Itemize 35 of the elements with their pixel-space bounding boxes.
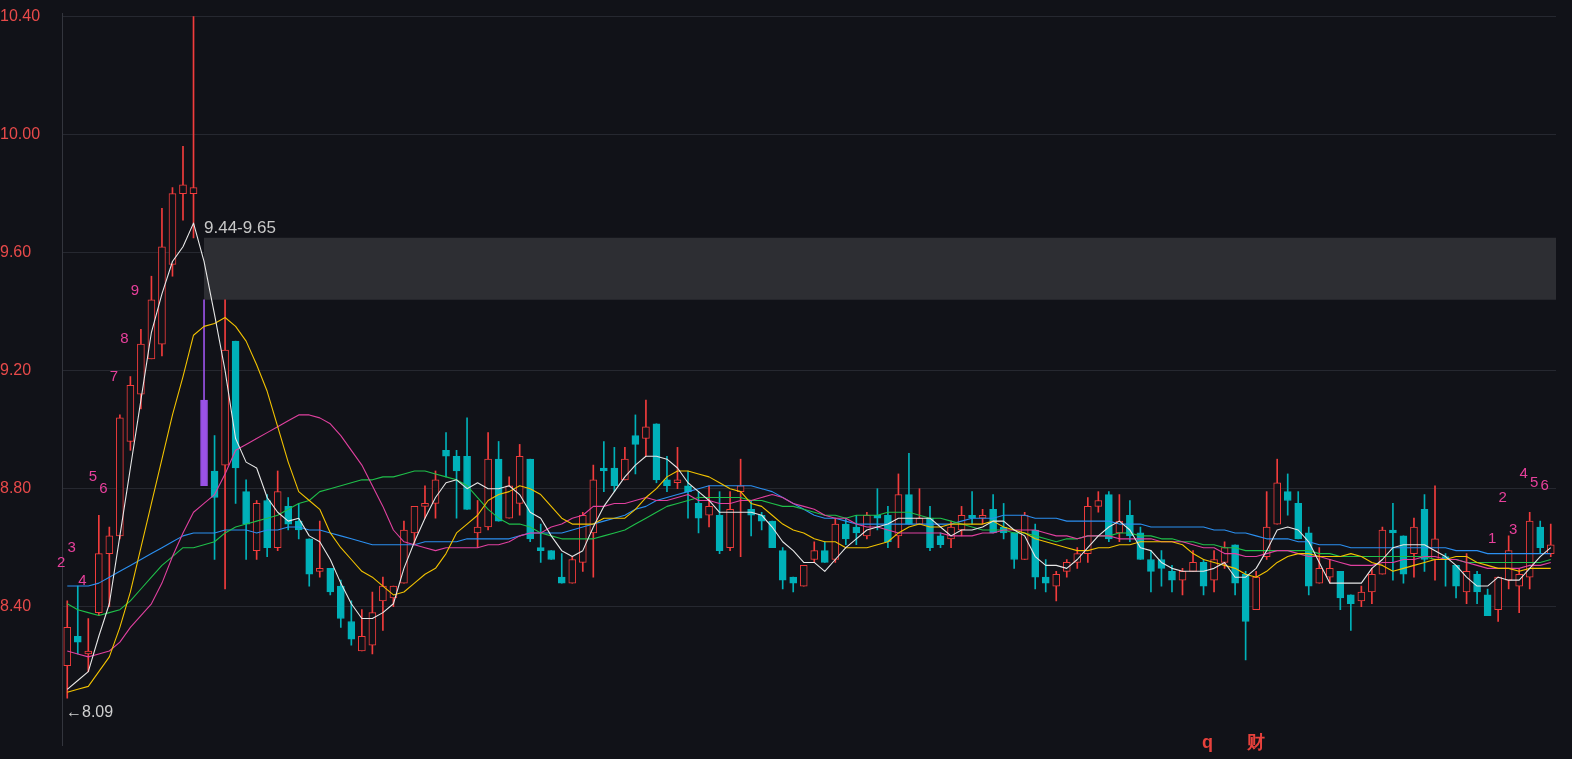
text: 2 xyxy=(1498,488,1507,506)
annotation: ←8.09 xyxy=(66,703,114,721)
y-tick-label: 8.40 xyxy=(0,597,32,615)
y-tick-label: 10.40 xyxy=(0,6,41,24)
candlestick xyxy=(557,553,566,584)
candlestick xyxy=(421,485,429,519)
text: 2 xyxy=(57,552,66,570)
text: 7 xyxy=(109,367,119,385)
candlestick xyxy=(1283,473,1292,516)
text: 8 xyxy=(120,328,129,346)
text: 4 xyxy=(1519,464,1528,482)
candlestick xyxy=(179,146,187,221)
candlestick xyxy=(1041,559,1050,593)
candlestick xyxy=(73,585,82,655)
text: 4 xyxy=(78,570,87,588)
annotation: q xyxy=(1202,731,1213,752)
y-tick-label: 9.60 xyxy=(0,243,32,261)
text: 9 xyxy=(130,281,140,299)
candlestick xyxy=(536,523,545,563)
text: 5 xyxy=(88,467,97,485)
y-tick-label: 10.00 xyxy=(0,124,41,142)
text: 3 xyxy=(67,538,76,556)
candlestick xyxy=(1347,594,1355,631)
band-label: 9.44-9.65 xyxy=(204,218,276,238)
candlestick xyxy=(315,520,324,578)
y-tick-label: 9.20 xyxy=(0,361,32,379)
y-tick-label: 8.80 xyxy=(0,479,32,497)
text: 1 xyxy=(1487,529,1497,547)
text: 6 xyxy=(1540,476,1549,494)
annotation: 财 xyxy=(1246,731,1265,752)
candlestick xyxy=(642,399,650,457)
candlestick xyxy=(442,432,450,478)
text: 3 xyxy=(1509,520,1518,538)
text: 5 xyxy=(1530,473,1539,491)
text: 6 xyxy=(99,479,108,497)
